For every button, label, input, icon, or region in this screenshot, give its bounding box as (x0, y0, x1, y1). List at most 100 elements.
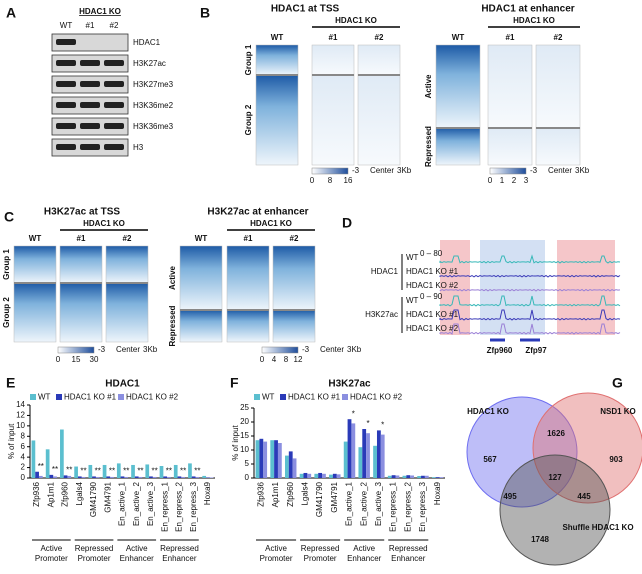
group-label: Active (168, 265, 177, 290)
significance: ** (194, 467, 200, 476)
bar (49, 474, 54, 478)
bar (343, 441, 348, 478)
band (56, 144, 76, 150)
significance: ** (109, 467, 115, 476)
bar (424, 475, 429, 478)
colorbar-tick: 0 (56, 355, 61, 364)
gene-label: Zfp97 (525, 346, 547, 355)
bar (410, 475, 414, 478)
bar (74, 466, 78, 478)
bar (362, 429, 367, 478)
heatmap-block (272, 309, 316, 343)
bar (358, 447, 363, 478)
x-tick-label: En_repress_2 (175, 481, 184, 531)
heatmap-title: HDAC1 at TSS (271, 4, 340, 15)
bar (167, 476, 171, 478)
x-tick-label: En_active_1 (345, 481, 354, 526)
panel-label: D (342, 215, 352, 231)
bar (116, 463, 121, 478)
group-label: Group 1 (244, 44, 253, 75)
axis-label: -3 (302, 345, 310, 354)
row-label: HDAC1 (133, 38, 161, 47)
group-label: Repressed (424, 126, 433, 167)
column-label: #2 (290, 234, 299, 243)
region-count: 445 (577, 492, 591, 501)
bar (274, 440, 278, 478)
column-label: WT (29, 234, 42, 243)
bar (124, 476, 129, 478)
bar (191, 476, 196, 478)
bar (159, 466, 164, 478)
bar (263, 441, 268, 478)
header: HDAC1 KO (79, 7, 121, 16)
heatmap-block (435, 127, 481, 166)
bar (373, 445, 377, 478)
column-label: #1 (244, 234, 253, 243)
track-label: HDAC1 KO #2 (406, 324, 459, 333)
bar (366, 433, 370, 478)
panel-label: G (612, 375, 623, 391)
panel-label: B (200, 5, 210, 21)
bar (173, 464, 178, 478)
group-label: Enhancer (120, 554, 155, 563)
band (80, 81, 100, 87)
band (80, 60, 100, 66)
heatmap-block (272, 245, 316, 311)
bar (188, 463, 192, 478)
x-tick-label: GM41790 (89, 481, 98, 517)
heatmap-block (487, 44, 533, 129)
region-count: 567 (483, 455, 497, 464)
colorbar-tick: 8 (284, 355, 289, 364)
bar (380, 434, 385, 478)
legend-label: WT (38, 393, 51, 402)
x-tick-label: En_active_2 (359, 481, 368, 526)
colorbar-tick: 0 (310, 176, 315, 185)
group-label: Repressed (389, 544, 428, 553)
track-range: 0 – 90 (420, 292, 443, 301)
colorbar (57, 346, 95, 354)
y-axis-label: % of input (231, 424, 240, 460)
signal-track (439, 254, 621, 264)
x-tick-label: Ap1m1 (271, 481, 280, 507)
bar (202, 475, 207, 478)
bar (255, 440, 260, 478)
signal-track (439, 309, 621, 321)
venn-set (466, 396, 578, 508)
heatmap-block (59, 282, 103, 343)
colorbar-tick: 4 (272, 355, 277, 364)
track-label: HDAC1 KO #1 (406, 267, 459, 276)
lane-label: WT (60, 21, 73, 30)
column-label: #2 (375, 33, 384, 42)
heatmap-block (226, 309, 270, 343)
signal-track (439, 274, 621, 278)
heatmap-block (226, 245, 270, 311)
signal-track (439, 288, 621, 292)
set-label: HDAC1 KO (467, 407, 509, 416)
bar (292, 458, 297, 478)
colorbar-tick: 30 (90, 355, 99, 364)
legend-label: WT (262, 393, 275, 402)
group-label: Promoter (35, 554, 68, 563)
heatmap-block (357, 44, 401, 76)
bar (95, 476, 100, 478)
y-tick-label: 20 (240, 417, 249, 426)
bar (303, 472, 308, 478)
heatmap-block (435, 44, 481, 129)
band (80, 144, 100, 150)
bar (277, 443, 282, 478)
row-label: H3K27ac (133, 59, 166, 68)
axis-label: 3Kb (347, 345, 362, 354)
bar (138, 476, 143, 478)
track-group: HDAC1 (371, 267, 399, 276)
x-tick-label: En_active_1 (118, 481, 127, 526)
heatmap-block (105, 245, 149, 284)
legend-swatch (56, 394, 62, 400)
heatmap-title: H3K27ac at enhancer (207, 207, 308, 218)
heatmap-block (179, 309, 223, 343)
bar (106, 476, 111, 478)
significance: ** (52, 465, 58, 474)
column-label: WT (271, 33, 284, 42)
track-label: WT (406, 296, 419, 305)
track-label: HDAC1 KO #1 (406, 310, 459, 319)
